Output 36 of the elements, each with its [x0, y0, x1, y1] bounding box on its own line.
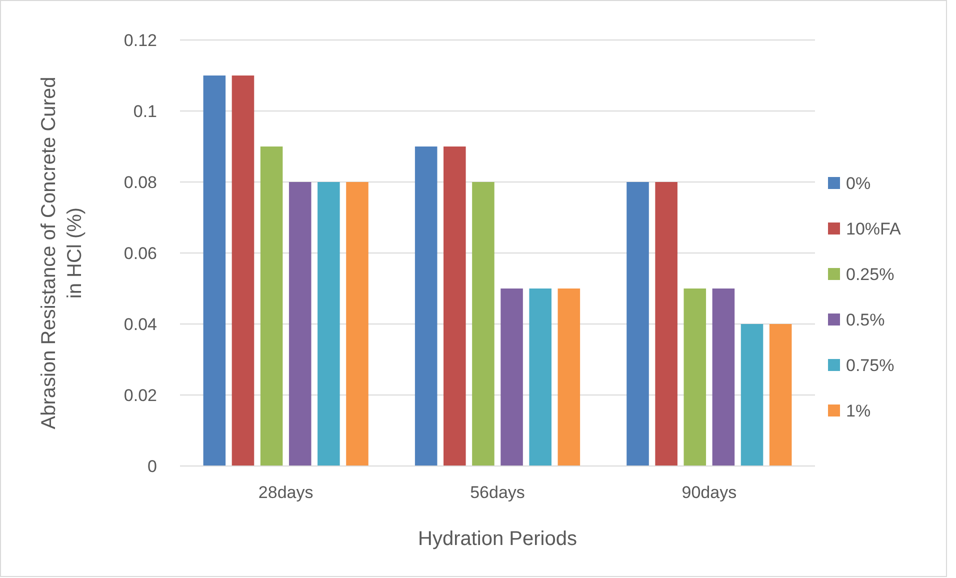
x-tick-label: 56days	[470, 483, 525, 502]
bar	[203, 76, 226, 466]
legend-label: 0%	[846, 174, 871, 193]
bar	[318, 182, 340, 466]
bar	[740, 324, 764, 466]
legend-label: 10%FA	[846, 219, 902, 238]
legend-label: 0.5%	[846, 310, 885, 330]
bar	[626, 182, 649, 466]
bar	[558, 288, 580, 466]
y-tick-label: 0.12	[124, 30, 157, 50]
y-tick-label: 0.02	[124, 386, 157, 405]
y-tick-label: 0	[148, 456, 157, 476]
legend-label: 1%	[846, 401, 871, 420]
y-tick-label: 0.08	[124, 172, 157, 192]
bar	[769, 324, 792, 466]
bar	[712, 288, 735, 466]
bar	[500, 288, 523, 466]
legend-label: 0.25%	[846, 264, 894, 284]
bar	[684, 288, 706, 466]
bar	[529, 288, 552, 466]
y-tick-label: 0.04	[124, 314, 157, 334]
y-tick-label: 0.1	[133, 102, 157, 121]
bar	[260, 146, 283, 466]
y-axis-title: Abrasion Resistance of Concrete Cured in HCl (%)	[38, 76, 86, 430]
x-tick-label: 28days	[258, 483, 314, 502]
x-axis-title: Hydration Periods	[418, 528, 577, 550]
legend-label: 0.75%	[846, 356, 894, 375]
bar	[414, 146, 438, 466]
bar	[232, 76, 254, 466]
bar	[472, 182, 494, 466]
bar	[655, 182, 678, 466]
y-tick-label: 0.06	[124, 244, 157, 263]
x-tick-label: 90days	[682, 483, 737, 502]
bar	[444, 146, 466, 466]
bar	[288, 182, 312, 466]
bar	[346, 182, 368, 466]
